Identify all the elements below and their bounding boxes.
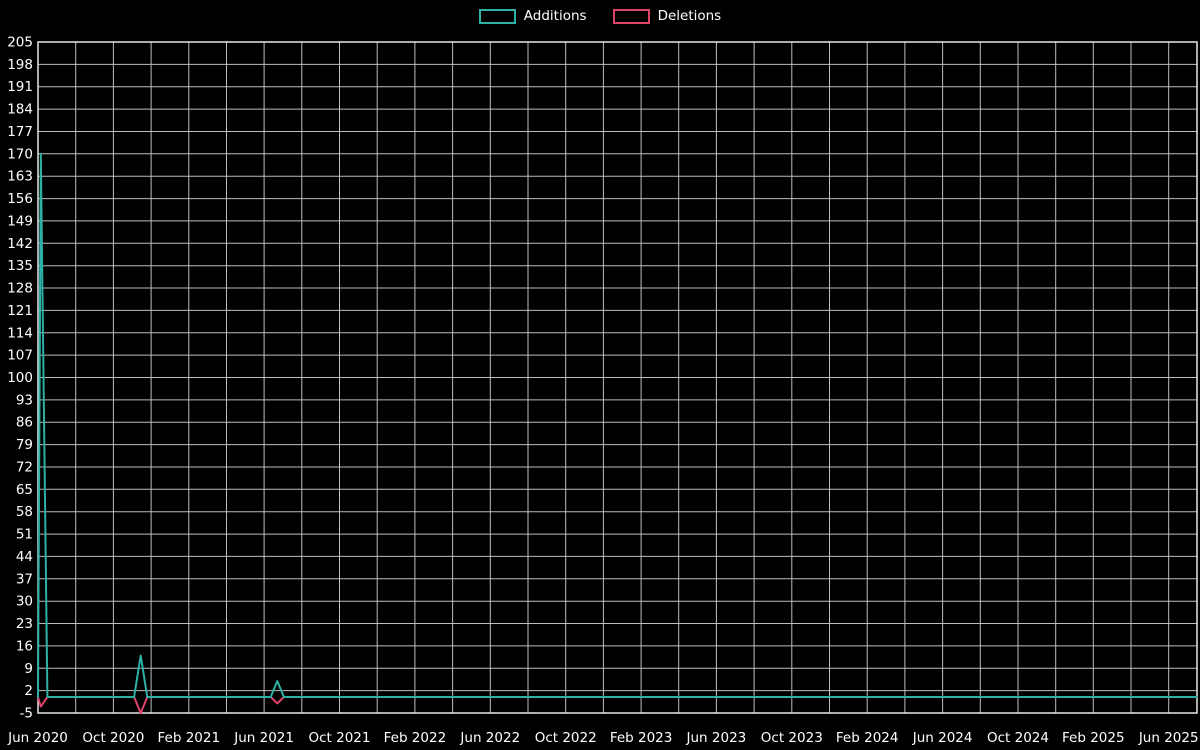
deletions-line bbox=[37, 696, 1198, 714]
y-axis-labels: -5 2 9 16 23 30 37 44 51 58 65 72 79 86 93 100 107 114 121… bbox=[7, 35, 33, 722]
x-tick-label: Feb 2021 bbox=[158, 730, 221, 746]
x-tick-label: Jun 2024 bbox=[912, 730, 973, 746]
x-axis-labels: Jun 2020 Oct 2020 Feb 2021 Jun 2021 Oct 2021… bbox=[7, 730, 1198, 746]
x-tick-label: Feb 2024 bbox=[836, 730, 899, 746]
y-tick-label: 184 bbox=[7, 102, 33, 118]
x-tick-label: Jun 2022 bbox=[459, 730, 520, 746]
additions-line bbox=[37, 152, 1198, 698]
legend-item-deletions[interactable]: Deletions bbox=[612, 8, 722, 24]
y-tick-label: 114 bbox=[7, 325, 33, 341]
y-tick-label: 205 bbox=[7, 35, 33, 51]
x-tick-label: Feb 2022 bbox=[384, 730, 447, 746]
additions-legend-swatch bbox=[478, 8, 516, 24]
y-tick-label: 156 bbox=[7, 191, 33, 207]
y-tick-label: 65 bbox=[16, 482, 33, 498]
x-tick-label: Oct 2024 bbox=[987, 730, 1049, 746]
y-tick-label: 142 bbox=[7, 236, 33, 252]
y-tick-label: 44 bbox=[16, 549, 33, 565]
y-tick-label: 51 bbox=[16, 527, 33, 543]
x-tick-label: Jun 2023 bbox=[686, 730, 747, 746]
y-tick-label: 163 bbox=[7, 169, 33, 185]
y-tick-label: 79 bbox=[16, 437, 33, 453]
grid-lines bbox=[37, 41, 1197, 714]
y-tick-label: 72 bbox=[16, 460, 33, 476]
y-tick-label: 170 bbox=[7, 146, 33, 162]
y-tick-label: 135 bbox=[7, 258, 33, 274]
deletions-legend-swatch bbox=[612, 8, 650, 24]
y-tick-label: 9 bbox=[24, 661, 33, 677]
x-tick-label: Oct 2021 bbox=[309, 730, 371, 746]
x-tick-label: Oct 2023 bbox=[761, 730, 823, 746]
additions-legend-label: Additions bbox=[523, 8, 587, 24]
y-tick-label: 191 bbox=[7, 79, 33, 95]
y-tick-label: 121 bbox=[7, 303, 33, 319]
x-tick-label: Jun 2025 bbox=[1138, 730, 1199, 746]
y-tick-label: 177 bbox=[7, 124, 33, 140]
y-tick-label: 2 bbox=[24, 683, 33, 699]
y-tick-label: 198 bbox=[7, 57, 33, 73]
y-tick-label: 100 bbox=[7, 370, 33, 386]
x-tick-label: Jun 2020 bbox=[7, 730, 68, 746]
y-tick-label: 128 bbox=[7, 281, 33, 297]
chart-legend: Additions Deletions bbox=[0, 8, 1200, 24]
x-tick-label: Oct 2020 bbox=[82, 730, 144, 746]
y-tick-label: 58 bbox=[16, 504, 33, 520]
legend-item-additions[interactable]: Additions bbox=[478, 8, 587, 24]
y-tick-label: 37 bbox=[16, 571, 33, 587]
y-tick-label: 23 bbox=[16, 616, 33, 632]
y-tick-label: 86 bbox=[16, 415, 33, 431]
plot-border bbox=[37, 41, 1198, 714]
y-tick-label: 107 bbox=[7, 348, 33, 364]
y-tick-label: 16 bbox=[16, 638, 33, 654]
x-tick-label: Jun 2021 bbox=[233, 730, 294, 746]
y-tick-label: 30 bbox=[16, 594, 33, 610]
y-tick-label: 93 bbox=[16, 392, 33, 408]
x-tick-label: Feb 2025 bbox=[1062, 730, 1125, 746]
x-tick-label: Oct 2022 bbox=[535, 730, 597, 746]
x-tick-label: Feb 2023 bbox=[610, 730, 673, 746]
deletions-legend-label: Deletions bbox=[657, 8, 722, 24]
y-tick-label: -5 bbox=[20, 706, 33, 722]
y-tick-label: 149 bbox=[7, 213, 33, 229]
